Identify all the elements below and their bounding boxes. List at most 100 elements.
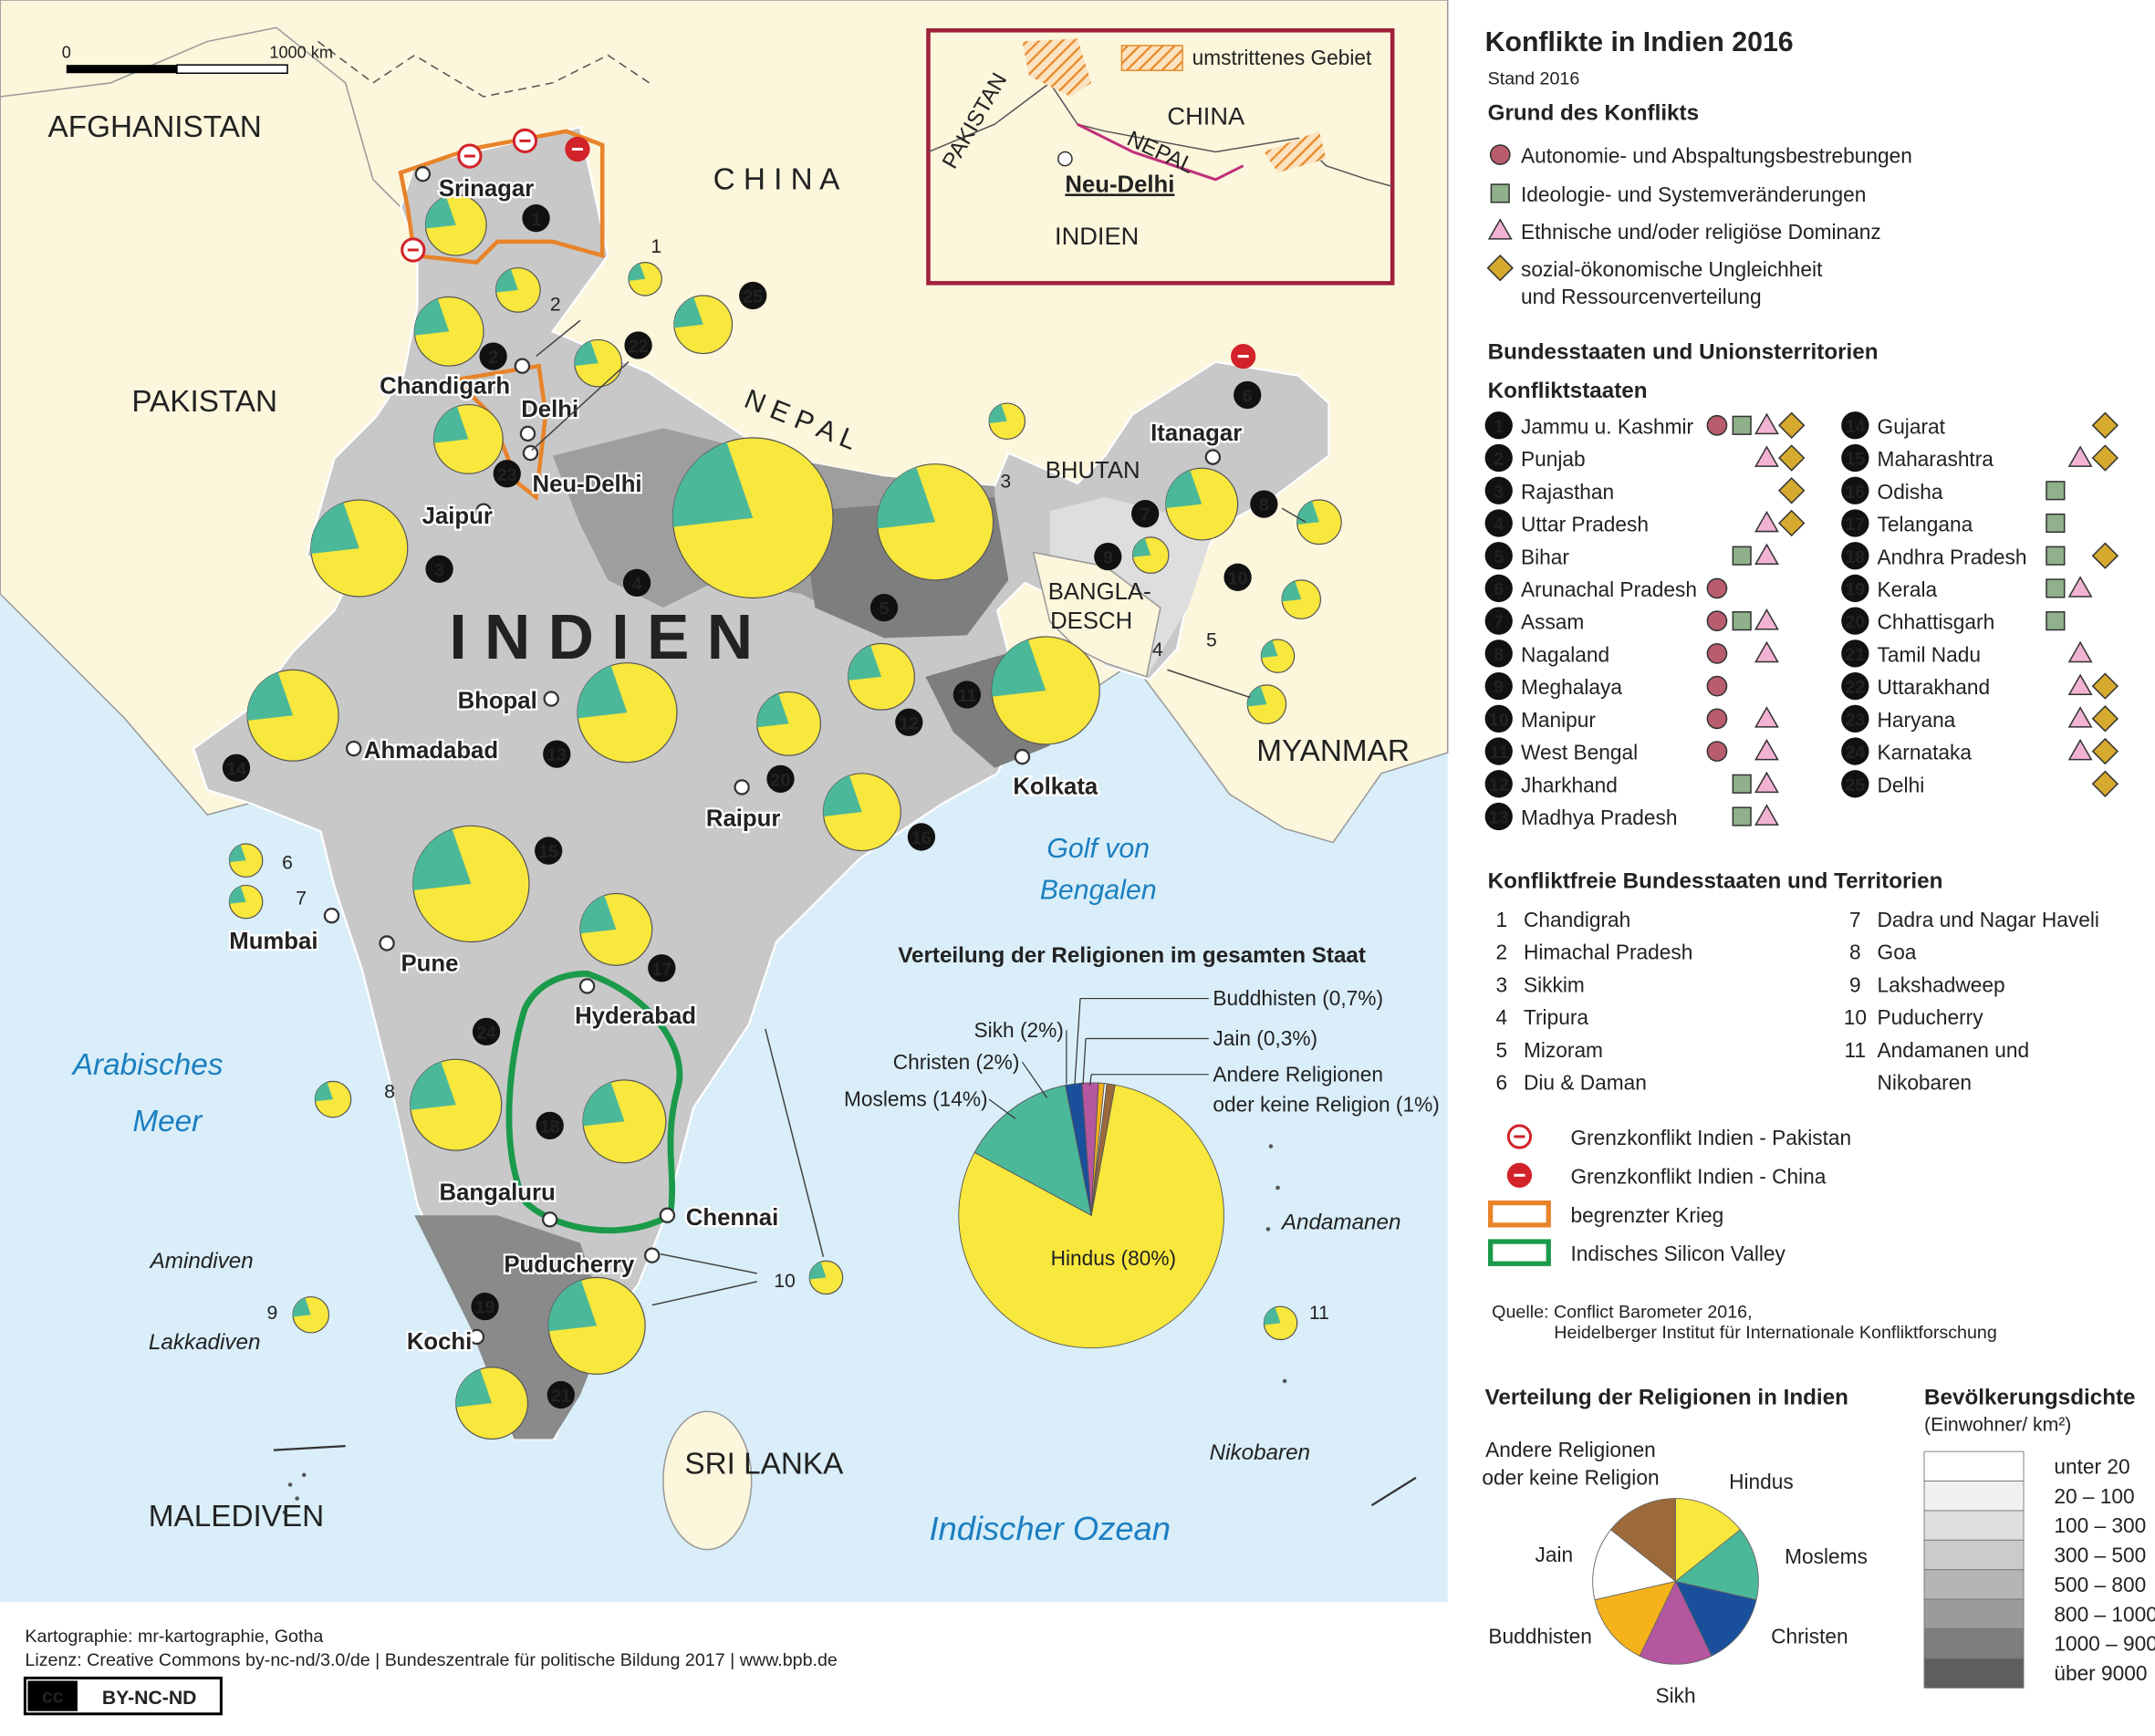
country-label: BHUTAN [1046,458,1140,483]
scale-label: 1000 km [269,44,333,62]
legend-state-number [1841,671,1869,701]
reason-icon [1706,610,1728,632]
reason-icon [2091,705,2119,733]
legend-heading: Bundesstaaten und Unionsterritorien [1488,340,1879,365]
map-free-number: 10 [774,1271,796,1292]
state-name: Delhi [1878,773,1925,796]
legend-state-number [1841,411,1869,440]
free-name: Goa [1878,941,1917,964]
pie-leader [1089,1074,1092,1086]
city-dot [541,1211,558,1228]
free-number: 5 [1495,1038,1507,1062]
religion-legend-label: Hindus [1729,1470,1794,1493]
state-pie-slice [433,406,469,443]
island-label: Nikobaren [1210,1440,1310,1465]
pie-label: Jain (0,3%) [1213,1026,1317,1050]
legend-state-number-label: 1 [1494,417,1504,437]
map-state-number-label: 2 [488,348,498,368]
state-pie-slice [877,467,936,529]
legend-state-number-label: 15 [1845,450,1865,470]
map-state-number-label: 4 [632,574,642,594]
scale-bar [66,65,177,74]
free-number: 4 [1495,1005,1507,1029]
state-name: Maharashtra [1878,447,1994,471]
density-label: 500 – 800 [2054,1573,2146,1596]
map-state-number-label: 16 [911,828,932,848]
map-state-number-label: 19 [475,1298,495,1318]
density-swatch [1923,1510,2025,1541]
reason-icon [2046,546,2066,566]
city-label: Raipur [706,806,780,831]
border [317,40,651,98]
legend-state-number [1484,542,1513,570]
reason-icon [1754,412,1779,435]
legend-state-number [1484,737,1513,765]
state-name: Assam [1521,610,1584,634]
state-pie-slice [1282,581,1302,602]
legend-state-number-label: 13 [1489,808,1509,828]
legend-state-number [1841,737,1869,765]
state-pie-slice [989,404,1007,423]
reason-icon [1754,445,1779,467]
religion-legend-label: Sikh [1655,1684,1695,1708]
religion-legend-slice [1639,1580,1713,1665]
city-dot [734,779,750,795]
reason-icon [1706,708,1728,730]
reason-icon [1732,546,1752,566]
leader-line [1167,669,1251,699]
border-legend-label: begrenzter Krieg [1570,1203,1723,1227]
state-pie-slice [583,1082,625,1127]
bangladesh [1032,551,1161,678]
leader-line [765,1028,825,1257]
state-name: Andhra Pradesh [1878,545,2027,568]
source: Quelle: Conflict Barometer 2016, [1492,1302,1752,1322]
legend-state-number-label: 5 [1494,547,1504,567]
inset-legend-label: umstrittenes Gebiet [1192,46,1372,69]
inset-label: Neu-Delhi [1065,172,1174,197]
sea-label: Arabisches [71,1048,224,1082]
state-name: Kerala [1878,577,1938,601]
density-label: 300 – 500 [2054,1544,2146,1567]
map-state-number-label: 20 [771,770,791,790]
state-pie-slice [1247,686,1267,707]
state-pie-slice [574,340,599,367]
reason-icon [2091,672,2119,700]
free-number: 11 [1845,1038,1867,1062]
reason-label: sozial-ökonomische Ungleichheit [1521,257,1823,281]
state-name: Rajasthan [1521,480,1614,504]
legend-state-number-label: 10 [1489,710,1509,730]
map-free-number: 2 [550,295,561,316]
reason-icon [1778,411,1806,439]
pie-leader [988,1098,1016,1119]
map-state-number-label: 14 [226,759,246,779]
reason-icon [2091,542,2119,569]
reason-icon [1754,804,1779,826]
state-pie-slice [229,886,246,904]
reason-icon [2067,706,2093,728]
city-dot [659,1207,676,1223]
state-pie-slice [1165,470,1202,508]
free-name: Chandigrah [1524,908,1630,931]
city-label: Kolkata [1013,774,1098,800]
pie-leader [1074,998,1081,1085]
map-state-number-label: 7 [1140,505,1150,525]
city-dot [414,166,432,182]
legend-state-number-label: 25 [1845,775,1865,795]
state-pie-slice [809,1262,827,1280]
state-pie-slice [412,828,472,891]
country-label: BANGLA- [1048,579,1151,605]
pie-leader [1021,1061,1048,1098]
credit: Lizenz: Creative Commons by-nc-nd/3.0/de… [25,1650,838,1670]
free-number: 8 [1849,941,1861,964]
map-state-number [547,1380,575,1409]
reason-icon [1486,255,1514,282]
state-name: Jharkhand [1521,773,1618,796]
island-label: Andamanen [1280,1210,1401,1234]
map-state-number [1234,380,1262,410]
scale-label: 0 [62,44,71,62]
map-state-number [895,708,923,736]
free-name: Puducherry [1878,1005,1984,1029]
reason-icon [1489,144,1511,165]
inset-label: CHINA [1167,101,1245,130]
state-pie-slice [672,442,754,527]
